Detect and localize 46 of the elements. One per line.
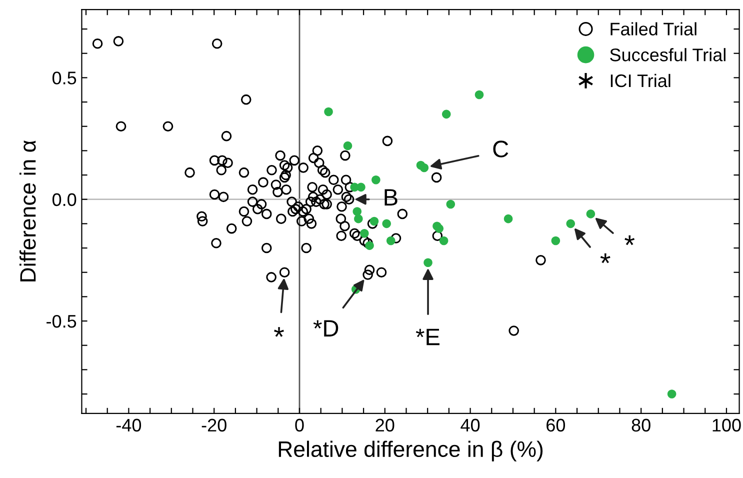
x-tick-label: 60 bbox=[546, 418, 566, 432]
point bbox=[370, 216, 379, 226]
x-tick-label: 20 bbox=[376, 418, 394, 432]
point bbox=[352, 207, 362, 216]
legend-label: Succesful Trial bbox=[610, 48, 726, 62]
y-axis-title: Difference in α bbox=[19, 140, 36, 282]
point bbox=[434, 224, 444, 233]
point bbox=[439, 236, 448, 246]
point bbox=[386, 236, 396, 246]
point bbox=[356, 182, 366, 192]
legend-label: Failed Trial bbox=[610, 22, 696, 36]
x-tick-label: 40 bbox=[460, 418, 480, 432]
point bbox=[360, 229, 369, 238]
y-tick-label: 0.0 bbox=[52, 193, 76, 206]
y-tick-label: -0.5 bbox=[46, 314, 76, 328]
point bbox=[420, 163, 429, 172]
point bbox=[343, 141, 352, 150]
point bbox=[474, 90, 484, 100]
point bbox=[566, 219, 576, 228]
point bbox=[354, 214, 363, 224]
point bbox=[324, 107, 333, 116]
point bbox=[446, 200, 456, 209]
point bbox=[365, 241, 374, 250]
point bbox=[586, 210, 596, 218]
point bbox=[551, 236, 560, 246]
annotation: *E bbox=[416, 328, 440, 346]
x-axis-title: Relative difference in β (%) bbox=[278, 440, 543, 462]
annotation: * bbox=[624, 235, 635, 246]
point bbox=[667, 390, 676, 398]
point bbox=[382, 219, 391, 228]
annotation: C bbox=[493, 140, 508, 158]
y-tick-label: 0.5 bbox=[52, 72, 76, 84]
annotation: *D bbox=[313, 320, 338, 336]
annotation: * bbox=[274, 327, 284, 337]
x-tick-label: 80 bbox=[632, 418, 650, 432]
point bbox=[504, 214, 513, 224]
x-tick-label: 0 bbox=[295, 418, 304, 432]
point bbox=[442, 110, 451, 119]
point bbox=[372, 175, 380, 184]
x-tick-label: 100 bbox=[712, 418, 741, 432]
legend-label: ICI Trial bbox=[610, 74, 670, 88]
x-tick-label: -40 bbox=[116, 418, 142, 432]
annotation: * bbox=[600, 253, 610, 264]
annotation: B bbox=[384, 189, 398, 206]
x-tick-label: -20 bbox=[202, 418, 226, 432]
point bbox=[424, 258, 432, 268]
